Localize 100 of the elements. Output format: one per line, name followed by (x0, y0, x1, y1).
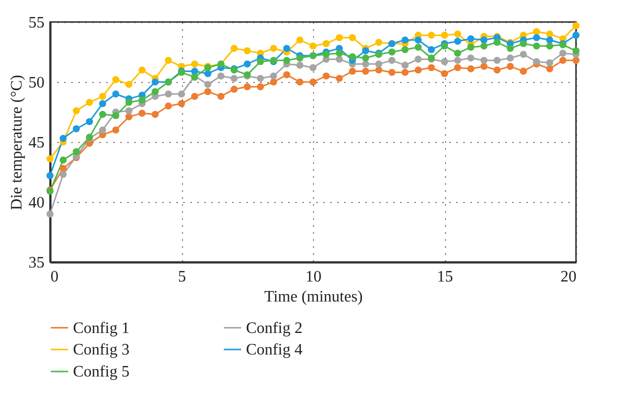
point (164, 56, 172, 64)
point (191, 68, 198, 75)
y-tick-label: 55 (28, 14, 44, 32)
point (217, 92, 224, 100)
point (86, 118, 93, 126)
point (309, 78, 317, 86)
point (572, 32, 580, 39)
point (454, 50, 462, 57)
point (336, 74, 343, 82)
point (494, 38, 501, 46)
point (230, 74, 238, 82)
point (283, 71, 290, 78)
point (322, 40, 330, 48)
point (125, 80, 132, 88)
point (494, 56, 501, 64)
point (348, 34, 356, 42)
point (440, 42, 448, 50)
point (270, 44, 278, 52)
point (296, 62, 304, 69)
point (480, 36, 488, 44)
legend-label: Config 4 (246, 342, 302, 358)
point (60, 164, 67, 172)
legend-label: Config 3 (73, 342, 130, 358)
point (283, 56, 290, 64)
point (362, 54, 370, 62)
point (402, 62, 409, 69)
x-tick-label: 0 (50, 268, 58, 286)
point (572, 22, 580, 30)
point (99, 110, 106, 118)
point (402, 68, 409, 76)
point (572, 56, 580, 64)
point (559, 50, 566, 57)
point (244, 47, 251, 54)
point (572, 47, 580, 54)
point (152, 78, 159, 86)
point (480, 56, 488, 64)
point (72, 107, 80, 114)
point (204, 70, 212, 78)
point (125, 98, 132, 106)
point (244, 60, 251, 68)
point (46, 172, 54, 180)
point (440, 58, 448, 66)
point (414, 36, 422, 44)
point (296, 36, 304, 44)
x-tick-label: 20 (560, 268, 576, 286)
point (112, 76, 120, 84)
point (428, 64, 435, 72)
point (362, 68, 370, 75)
point (414, 44, 422, 51)
point (152, 88, 159, 96)
point (388, 68, 396, 76)
point (467, 44, 474, 51)
point (506, 54, 514, 62)
point (533, 28, 540, 36)
point (72, 125, 80, 132)
point (375, 60, 382, 68)
point (348, 53, 356, 60)
point (402, 46, 409, 54)
point (46, 155, 54, 162)
point (164, 90, 172, 98)
point (230, 44, 238, 52)
x-tick-label: 5 (178, 268, 186, 286)
y-tick-label: 40 (28, 194, 44, 212)
point (112, 112, 120, 120)
point (494, 66, 501, 74)
point (454, 30, 462, 38)
point (467, 54, 474, 62)
point (191, 60, 198, 68)
point (138, 66, 146, 74)
point (375, 66, 382, 74)
point (375, 38, 382, 46)
point (336, 34, 343, 42)
point (454, 64, 462, 72)
point (86, 98, 93, 106)
point (178, 100, 186, 108)
point (204, 88, 212, 96)
point (454, 56, 462, 64)
point (296, 54, 304, 62)
point (296, 78, 304, 86)
point (256, 83, 264, 90)
point (440, 70, 448, 78)
point (467, 35, 474, 42)
point (256, 74, 264, 82)
point (72, 148, 80, 156)
point (388, 48, 396, 56)
point (191, 92, 198, 100)
y-tick-label: 50 (28, 74, 44, 92)
point (520, 50, 527, 58)
y-tick-label: 35 (28, 254, 44, 272)
point (152, 110, 159, 118)
point (546, 65, 554, 72)
point (112, 90, 120, 98)
point (99, 100, 106, 108)
point (428, 46, 435, 54)
point (256, 58, 264, 66)
x-tick-label: 10 (306, 268, 322, 286)
point (322, 50, 330, 58)
point (428, 32, 435, 39)
point (125, 113, 132, 120)
point (178, 90, 186, 98)
